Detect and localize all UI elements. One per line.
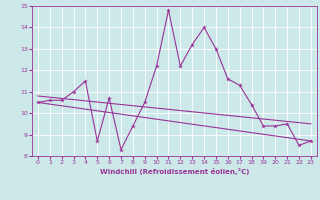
X-axis label: Windchill (Refroidissement éolien,°C): Windchill (Refroidissement éolien,°C) [100, 168, 249, 175]
